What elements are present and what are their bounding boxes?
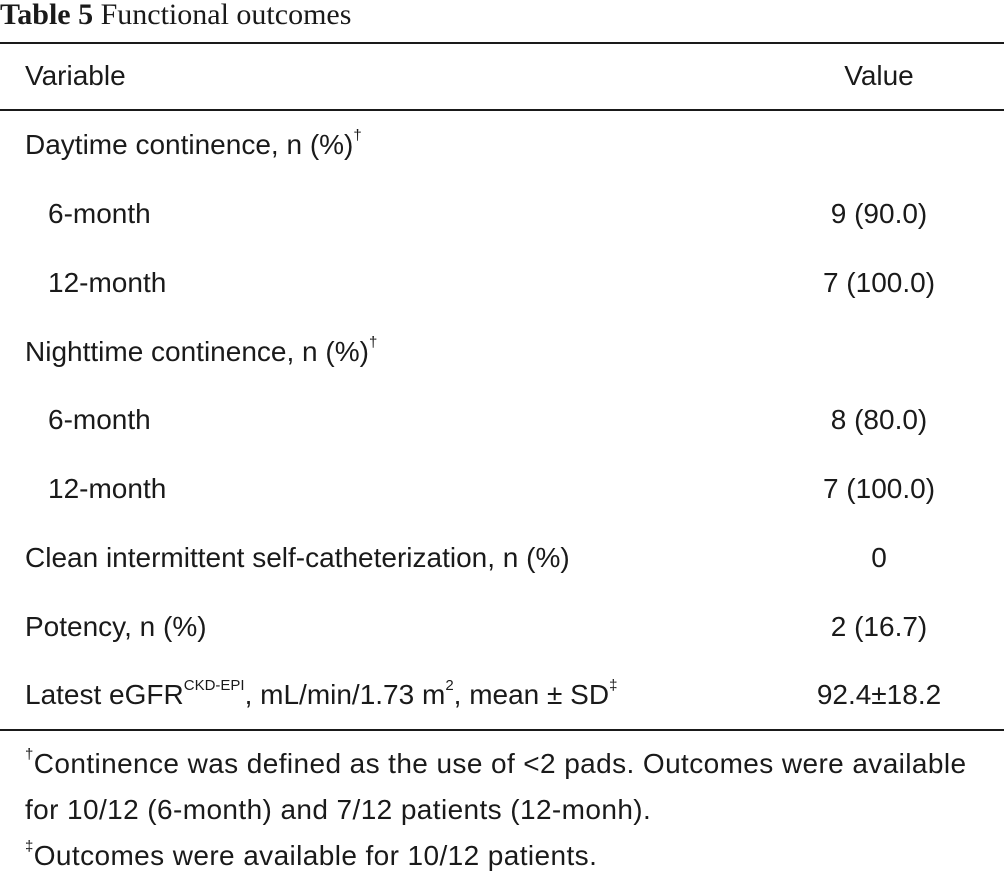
table-row-value: 9 (90.0) xyxy=(830,198,928,229)
footnote-continence: †Continence was defined as the use of <2… xyxy=(25,745,967,825)
table-row-value: 7 (100.0) xyxy=(822,473,936,504)
table-row-value: 7 (100.0) xyxy=(822,267,936,298)
footnote-egfr: ‡Outcomes were available for 10/12 patie… xyxy=(25,837,598,871)
table-header-rule xyxy=(0,109,1004,111)
table-number: Table 5 xyxy=(0,0,94,31)
table-bottom-rule xyxy=(0,729,1004,731)
table-row-label: 6-month xyxy=(48,198,151,229)
table-row-label: Potency, n (%) xyxy=(25,611,207,642)
table-footnotes: †Continence was defined as the use of <2… xyxy=(25,741,985,879)
table-row-label: Clean intermittent self-catheterization,… xyxy=(25,542,570,573)
table-row-value: 0 xyxy=(871,542,887,573)
double-dagger-mark: ‡ xyxy=(609,676,618,694)
egfr-row-label: Latest eGFRCKD-EPI, mL/min/1.73 m2, mean… xyxy=(25,676,618,710)
table-row-label: 12-month xyxy=(48,267,167,298)
table-top-rule xyxy=(0,42,1004,44)
table-row-value: 8 (80.0) xyxy=(830,404,928,435)
header-value: Value xyxy=(844,60,914,91)
dagger-mark: † xyxy=(353,126,362,144)
egfr-row-value: 92.4±18.2 xyxy=(816,679,942,710)
table-row-label: 12-month xyxy=(48,473,167,504)
table-row-label: Daytime continence, n (%)† xyxy=(25,126,362,160)
header-variable: Variable xyxy=(25,60,126,91)
dagger-mark: † xyxy=(368,333,378,351)
table-row-label: 6-month xyxy=(48,404,151,435)
table-caption: Table 5 Functional outcomes xyxy=(0,0,351,32)
table-row-value: 2 (16.7) xyxy=(830,611,928,642)
table-title: Functional outcomes xyxy=(100,0,352,31)
table-row-label: Nighttime continence, n (%)† xyxy=(25,333,378,367)
